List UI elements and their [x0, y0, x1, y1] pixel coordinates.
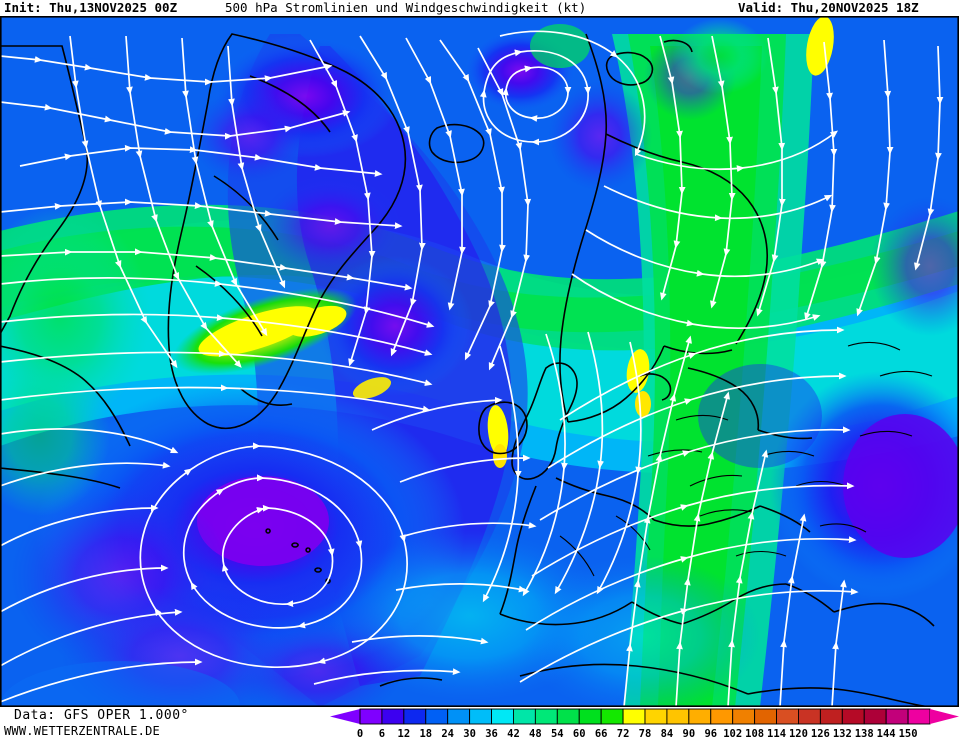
colorbar-tick-label: 102 — [723, 728, 742, 740]
colorbar-tick-label: 54 — [551, 728, 564, 740]
map-canvas[interactable] — [0, 16, 959, 707]
colorbar-swatch — [556, 708, 580, 725]
colorbar-tick-label: 18 — [419, 728, 432, 740]
colorbar-tick-label: 84 — [661, 728, 674, 740]
colorbar-tick-label: 60 — [573, 728, 586, 740]
chart-header: Init: Thu,13NOV2025 00Z 500 hPa Stromlin… — [0, 0, 959, 16]
colorbar-tick-label: 36 — [485, 728, 498, 740]
wind-speed-map[interactable] — [0, 16, 959, 707]
init-time-label: Init: Thu,13NOV2025 00Z — [4, 0, 178, 15]
colorbar-over-arrow — [930, 709, 959, 724]
valid-time-label: Valid: Thu,20NOV2025 18Z — [738, 0, 919, 15]
colorbar-swatch — [798, 708, 821, 725]
colorbar-tick-label: 12 — [398, 728, 411, 740]
colorbar-swatch — [644, 708, 668, 725]
colorbar-swatch — [776, 708, 799, 725]
colorbar-swatch — [907, 708, 931, 725]
colorbar-swatch — [447, 708, 471, 725]
colorbar-tick-label: 150 — [899, 728, 918, 740]
color-scale-legend[interactable]: 0 6 12 18 24 30 36 42 48 54 60 66 72 78 84 90 96 102 108 11… — [330, 708, 959, 741]
colorbar-tick-label: 66 — [595, 728, 608, 740]
colorbar-swatch — [710, 708, 734, 725]
colorbar-tick-label: 138 — [855, 728, 874, 740]
colorbar-tick-labels: 0 6 12 18 24 30 36 42 48 54 60 66 72 78 84 90 96 102 108 11… — [357, 728, 918, 740]
colorbar-tick-label: 144 — [877, 728, 896, 740]
colorbar-swatch — [863, 708, 887, 725]
website-label: WWW.WETTERZENTRALE.DE — [4, 724, 160, 738]
colorbar-tick-label: 126 — [811, 728, 830, 740]
colorbar-swatch — [359, 708, 383, 725]
colorbar-swatch — [666, 708, 690, 725]
colorbar-tick-label: 96 — [704, 728, 717, 740]
colorbar-swatch — [600, 708, 624, 725]
colorbar-swatch — [578, 708, 602, 725]
colorbar-tick-label: 114 — [767, 728, 786, 740]
colorbar-tick-label: 0 — [357, 728, 363, 740]
colorbar-tick-label: 120 — [789, 728, 808, 740]
colorbar-swatch — [403, 708, 427, 725]
colorbar-under-arrow — [330, 709, 360, 724]
map-border — [0, 16, 959, 707]
colorbar-swatch — [885, 708, 909, 725]
colorbar-swatch — [381, 708, 405, 725]
colorbar-tick-label: 48 — [529, 728, 542, 740]
colorbar-swatch — [425, 708, 449, 725]
colorbar-swatch — [688, 708, 712, 725]
colorbar-swatch — [469, 708, 492, 725]
colorbar-tick-label: 30 — [463, 728, 476, 740]
colorbar-swatch — [732, 708, 756, 725]
colorbar-tick-label: 108 — [745, 728, 764, 740]
colorbar-swatch — [622, 708, 646, 725]
colorbar[interactable]: 0 6 12 18 24 30 36 42 48 54 60 66 72 78 84 90 96 102 108 11… — [330, 708, 959, 741]
colorbar-tick-label: 6 — [379, 728, 385, 740]
colorbar-swatch — [491, 708, 514, 725]
colorbar-tick-label: 72 — [617, 728, 630, 740]
colorbar-swatches — [330, 708, 959, 725]
data-source-label: Data: GFS OPER 1.000° — [14, 708, 189, 723]
colorbar-tick-label: 90 — [683, 728, 696, 740]
colorbar-tick-label: 42 — [507, 728, 520, 740]
colorbar-swatch — [754, 708, 777, 725]
colorbar-tick-label: 132 — [833, 728, 852, 740]
colorbar-tick-label: 24 — [441, 728, 454, 740]
colorbar-swatch — [534, 708, 558, 725]
chart-title: 500 hPa Stromlinien und Windgeschwindigk… — [225, 0, 587, 15]
streamlines — [0, 30, 944, 707]
colorbar-swatch — [841, 708, 865, 725]
colorbar-swatch — [819, 708, 843, 725]
colorbar-swatch — [513, 708, 536, 725]
colorbar-tick-label: 78 — [639, 728, 652, 740]
